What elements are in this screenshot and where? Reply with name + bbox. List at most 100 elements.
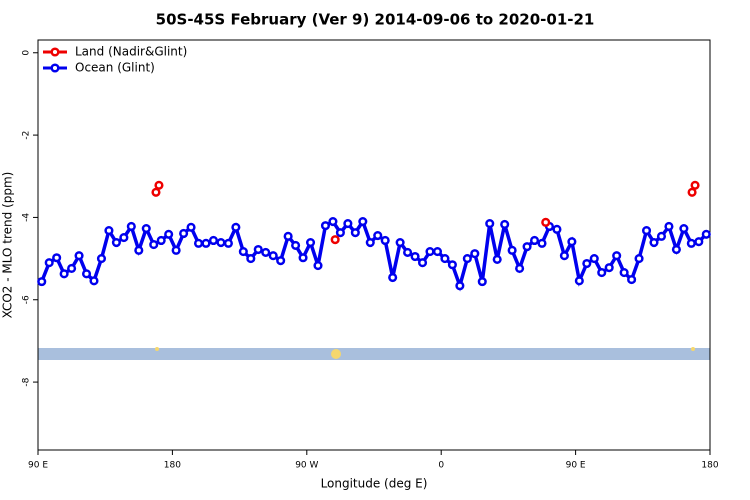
data-point [298,253,308,263]
data-point [462,254,472,264]
data-point [141,223,151,234]
data-point [276,256,286,266]
data-point [283,231,293,241]
data-point [268,251,278,261]
data-point [541,217,551,227]
data-point [104,226,114,236]
data-point [395,237,405,248]
data-point [627,275,637,285]
data-point [690,180,700,190]
sun-marker [691,347,695,351]
y-tick-label: -8 [22,377,32,386]
data-point [119,233,129,243]
data-point [470,249,480,259]
sun-marker [331,349,341,359]
data-point [432,247,443,257]
legend-label: Ocean (Glint) [75,61,155,75]
data-point [358,216,368,227]
data-point [223,238,233,248]
data-point [179,228,189,239]
data-point [425,247,435,257]
x-tick-label: 90 E [28,461,48,471]
y-tick-label: -6 [22,295,32,304]
data-point [89,276,99,286]
data-point [156,235,166,246]
data-point [634,254,644,264]
data-point [305,237,316,248]
data-point [186,222,196,232]
data-point [694,237,704,247]
legend-marker [50,63,60,73]
data-point [37,277,47,287]
data-point [559,251,569,261]
data-point [335,228,345,238]
data-point [485,219,495,229]
data-point [649,237,659,248]
y-tick-label: -4 [22,213,32,222]
data-point [552,224,562,234]
y-axis-label: XCO2 - MLO trend (ppm) [1,172,15,319]
data-point [134,245,144,255]
legend-marker [50,47,60,57]
x-tick-label: 90 W [295,461,318,471]
x-tick-label: 180 [164,461,181,471]
data-point [679,223,689,234]
data-point [81,269,92,279]
data-point [171,245,181,255]
data-point [641,226,652,236]
data-point [216,237,226,248]
data-point [96,254,107,264]
data-point [52,253,62,263]
data-point [686,238,696,248]
data-point [597,268,607,278]
data-point [149,240,159,250]
data-point [231,222,241,232]
data-point [343,219,353,229]
data-point [67,263,77,274]
data-point [201,238,211,248]
data-point [567,237,577,247]
data-point [126,221,136,232]
data-point [328,216,338,227]
data-point [291,240,301,250]
data-point [507,245,517,255]
data-point [44,258,54,268]
data-point [403,247,413,257]
data-point [164,229,174,239]
data-point [261,247,271,257]
chart-title: 50S-45S February (Ver 9) 2014-09-06 to 2… [156,11,595,29]
x-tick-label: 180 [701,461,718,471]
data-point [440,254,450,264]
data-point [671,244,681,255]
y-tick-label: 0 [22,50,32,56]
x-tick-label: 90 E [566,461,586,471]
data-point [253,244,263,255]
plot-frame [37,39,711,451]
data-point [350,228,360,238]
data-point [246,254,256,264]
data-point [604,263,614,273]
data-point [701,229,711,239]
data-point [380,235,390,246]
data-point [537,238,547,248]
data-point [619,268,629,278]
data-point [664,221,674,232]
data-point [417,258,428,268]
data-point [365,237,375,248]
data-point [208,235,219,246]
data-point [500,219,510,229]
data-point [477,277,487,287]
data-point [320,221,331,231]
data-point [373,230,383,241]
x-tick-label: 0 [438,461,444,471]
data-point [410,251,420,262]
data-point [447,260,457,270]
legend-label: Land (Nadir&Glint) [75,45,187,59]
x-axis-label: Longitude (deg E) [321,477,428,491]
data-point [589,254,599,264]
data-point [582,258,592,269]
data-point [612,251,622,261]
data-point [492,254,502,264]
data-point [522,242,532,252]
data-point [313,261,323,271]
